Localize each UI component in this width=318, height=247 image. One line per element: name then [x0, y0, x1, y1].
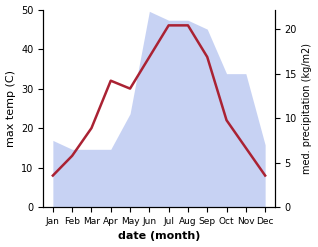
X-axis label: date (month): date (month)	[118, 231, 200, 242]
Y-axis label: med. precipitation (kg/m2): med. precipitation (kg/m2)	[302, 43, 313, 174]
Y-axis label: max temp (C): max temp (C)	[5, 70, 16, 147]
